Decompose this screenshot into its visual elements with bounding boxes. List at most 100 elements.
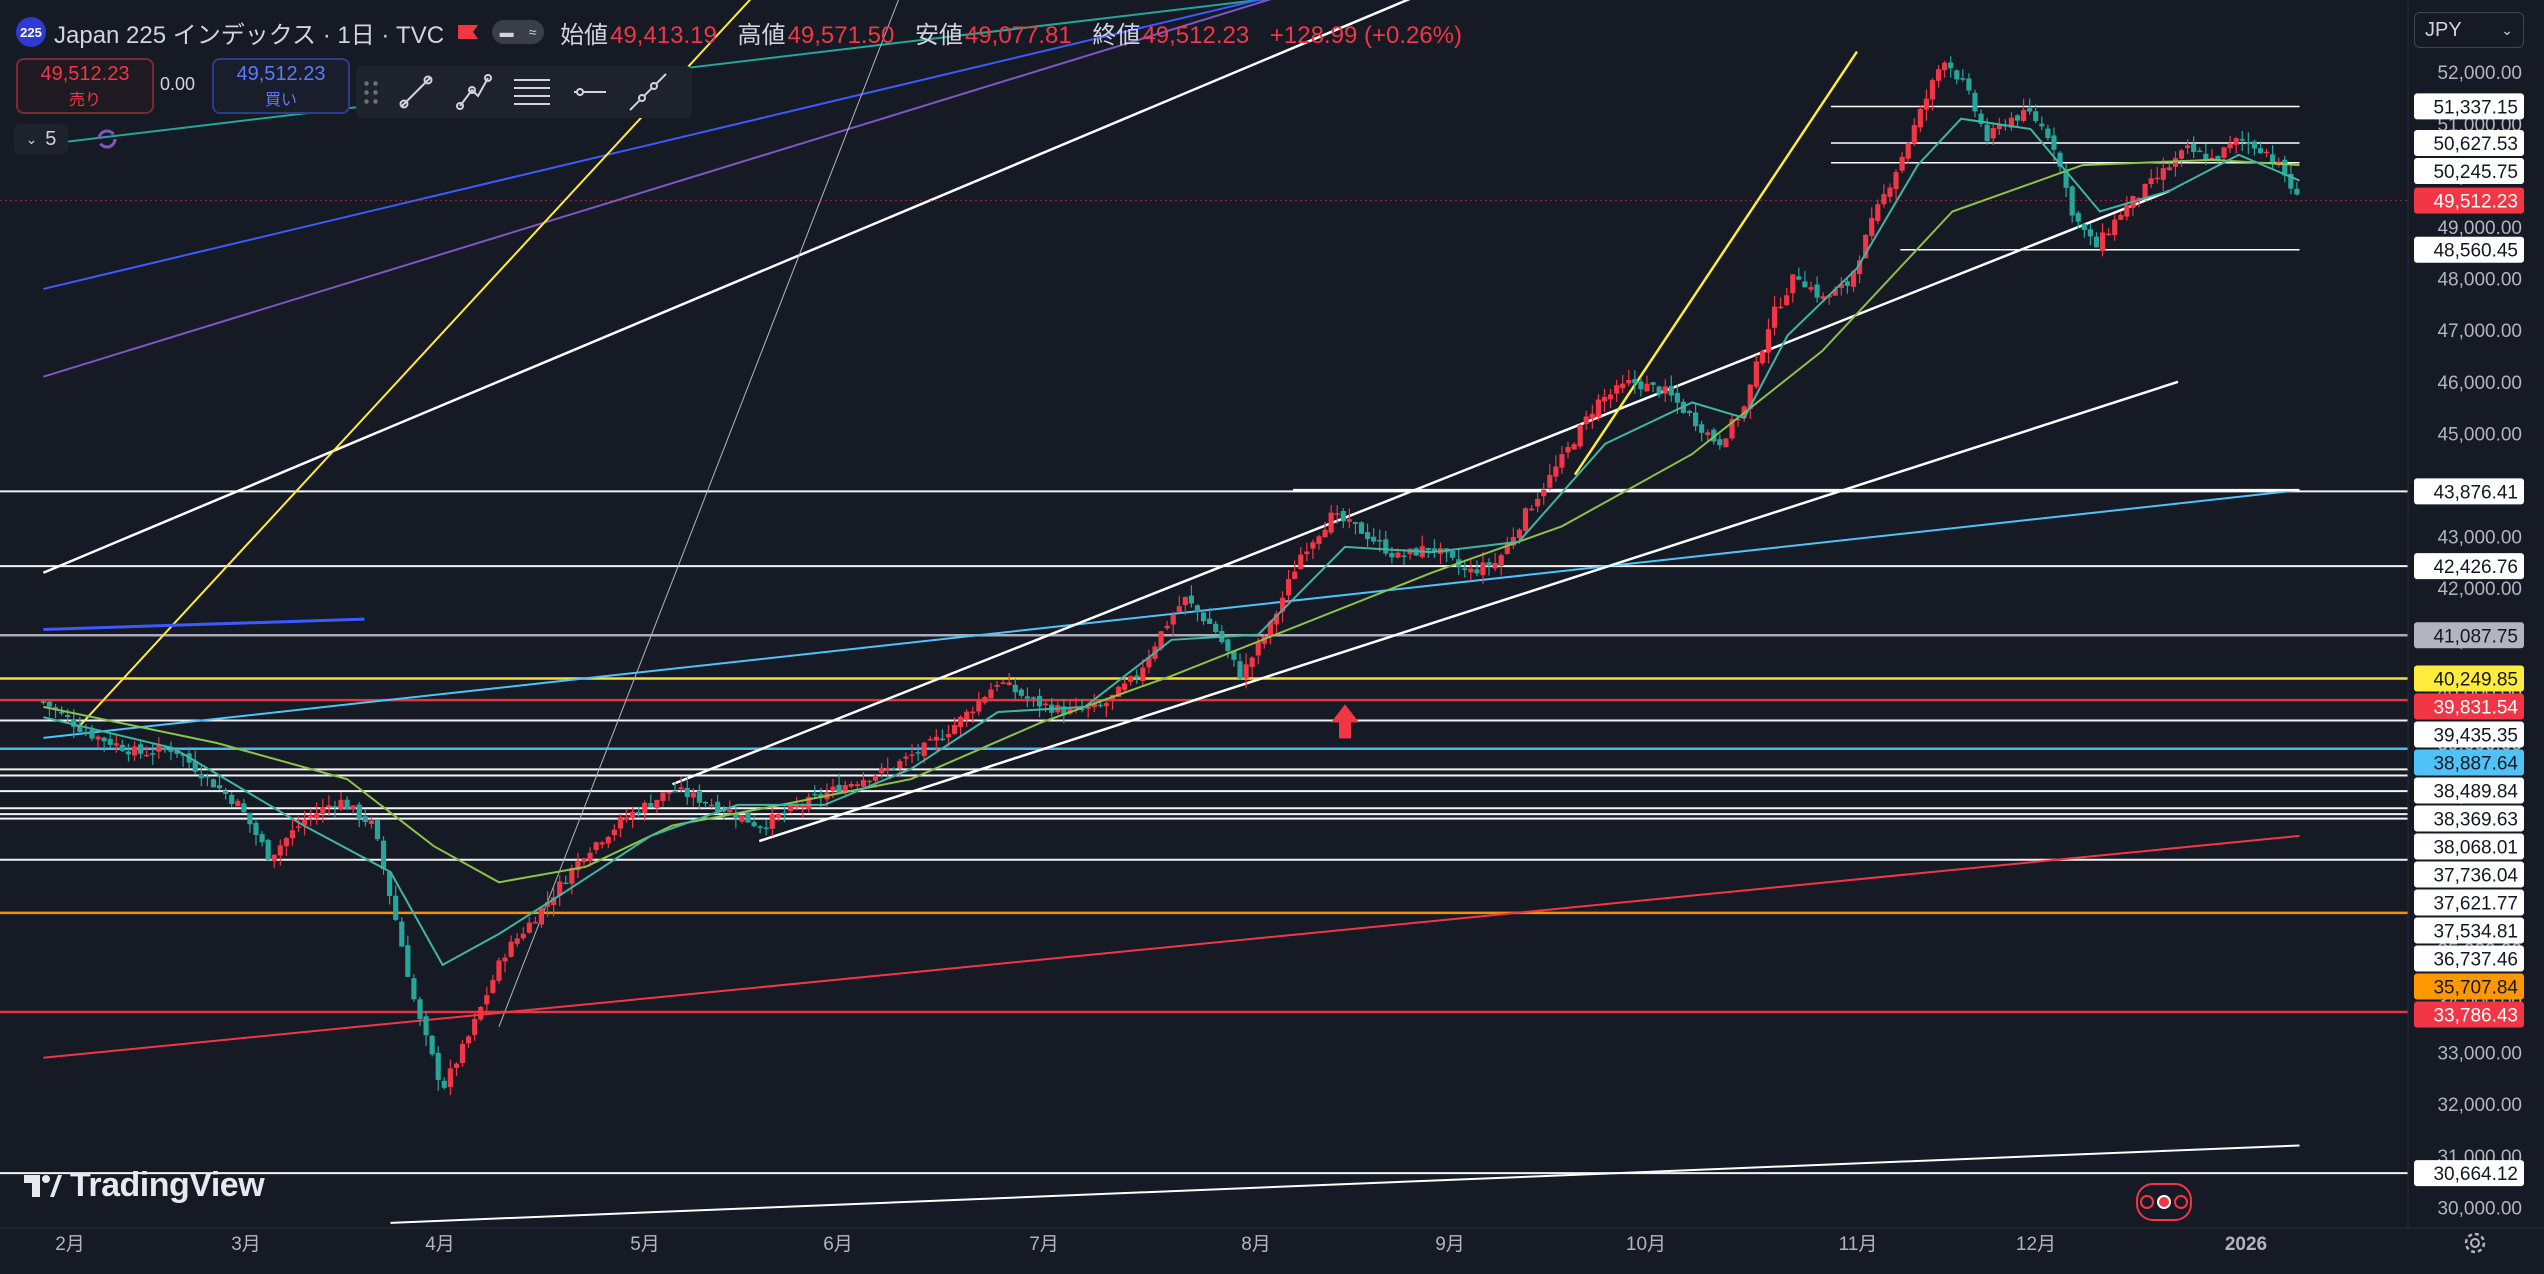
candle-body (1571, 444, 1577, 450)
price-level-badge-12-bg (2414, 805, 2524, 832)
price-level-badge-12: 38,369.63 (2433, 810, 2518, 831)
candle-body (860, 779, 866, 787)
candle-body (1279, 597, 1286, 612)
candle-body (83, 731, 89, 734)
candle-body (526, 922, 532, 933)
replay-icon[interactable] (2136, 1183, 2192, 1221)
flag-icon[interactable] (458, 25, 479, 39)
candle-body (283, 838, 289, 846)
candle-body (1601, 396, 1608, 402)
candle-body (1182, 597, 1188, 606)
trend-line-6 (43, 489, 2300, 739)
symbol-badge[interactable]: 225 (16, 17, 46, 47)
candle-body (508, 941, 514, 957)
sync-icon[interactable] (94, 126, 120, 152)
gear-icon[interactable] (2462, 1230, 2488, 1256)
candle-body (557, 881, 563, 896)
currency-label: JPY (2425, 18, 2462, 41)
candle-body (1808, 287, 1814, 290)
wave-icon[interactable]: ▬ ≈ (492, 20, 545, 44)
x-tick-label: 3月 (231, 1234, 261, 1255)
candle-body (2221, 147, 2227, 158)
candle-body (399, 921, 405, 947)
candle-body (1286, 579, 1292, 596)
indicator-count: 5 (45, 127, 57, 150)
candle-body (131, 746, 138, 756)
candle-body (1644, 383, 1650, 392)
candle-body (1650, 382, 1656, 385)
price-level-badge-8: 39,831.54 (2433, 698, 2518, 719)
candle-body (593, 842, 599, 851)
candle-body (356, 804, 362, 819)
buy-button[interactable]: 49,512.23 買い (212, 58, 350, 114)
candle-body (417, 999, 423, 1019)
currency-selector[interactable]: JPY ⌄ (2414, 12, 2524, 48)
drawing-toolbar[interactable] (356, 66, 692, 118)
candle-body (1541, 489, 1547, 497)
candle-body (320, 807, 326, 814)
trend-line-icon[interactable] (394, 70, 438, 114)
candle-body (1960, 78, 1966, 80)
candle-body (1869, 217, 1875, 237)
candle-body (1231, 650, 1237, 660)
candle-body (2203, 153, 2209, 162)
sell-price: 49,512.23 (40, 62, 130, 85)
candle-body (295, 826, 302, 828)
ma-fast-line (43, 117, 2300, 967)
candle-body (684, 787, 690, 797)
candle-body (1717, 439, 1723, 446)
candle-body (1656, 386, 1662, 395)
fib-lines-icon[interactable] (510, 70, 554, 114)
candle-body (1134, 675, 1140, 679)
candle-body (1328, 512, 1334, 533)
candle-body (289, 830, 296, 839)
candle-body (1699, 424, 1705, 433)
price-level-badge-13-bg (2414, 833, 2524, 860)
candle-body (89, 729, 95, 739)
candle-body (897, 761, 903, 769)
extended-line-icon[interactable] (626, 70, 670, 114)
candle-body (1024, 696, 1030, 699)
drag-handle-icon[interactable] (362, 79, 380, 105)
candle-body (927, 739, 933, 741)
candle-body (1255, 642, 1261, 656)
candle-body (1000, 682, 1006, 684)
candle-body (2245, 142, 2251, 145)
candle-body (1850, 271, 1857, 287)
candle-body (581, 859, 587, 863)
candle-body (1917, 109, 1923, 128)
candle-body (1371, 536, 1377, 542)
candle-body (1389, 552, 1395, 558)
horizontal-ray-icon[interactable] (568, 70, 612, 114)
trend-line-0 (42, 0, 1411, 574)
candle-body (1346, 519, 1352, 522)
candle-body (1759, 351, 1765, 364)
candle-body (994, 685, 1000, 687)
x-tick-label: 8月 (1241, 1234, 1271, 1255)
price-level-badge-4: 43,876.41 (2433, 482, 2518, 503)
candle-body (447, 1068, 453, 1088)
tradingview-logo[interactable]: TradingView (22, 1166, 265, 1205)
candle-body (2087, 229, 2093, 237)
sell-button[interactable]: 49,512.23 売り (16, 58, 154, 114)
trend-line-11 (43, 617, 365, 631)
path-icon[interactable] (452, 70, 496, 114)
candle-body (1006, 682, 1012, 685)
symbol-header[interactable]: 225 Japan 225 インデックス · 1日 · TVC ▬ ≈ 始値49,… (16, 14, 1476, 50)
candle-body (216, 785, 223, 789)
candle-body (338, 799, 344, 810)
candle-body (2148, 178, 2154, 185)
price-level-badge-11-bg (2414, 777, 2524, 804)
indicator-toggle[interactable]: ⌄ 5 (14, 124, 68, 154)
candle-body (872, 775, 879, 781)
candle-body (2166, 167, 2172, 171)
candle-body (1607, 394, 1614, 400)
trend-line-1 (43, 0, 1267, 146)
candle-body (2008, 117, 2015, 128)
candle-body (951, 724, 958, 734)
candle-body (2160, 168, 2166, 180)
symbol-title[interactable]: Japan 225 インデックス · 1日 · TVC (54, 21, 445, 49)
candle-body (848, 783, 854, 787)
trend-line-8 (390, 1144, 2300, 1224)
